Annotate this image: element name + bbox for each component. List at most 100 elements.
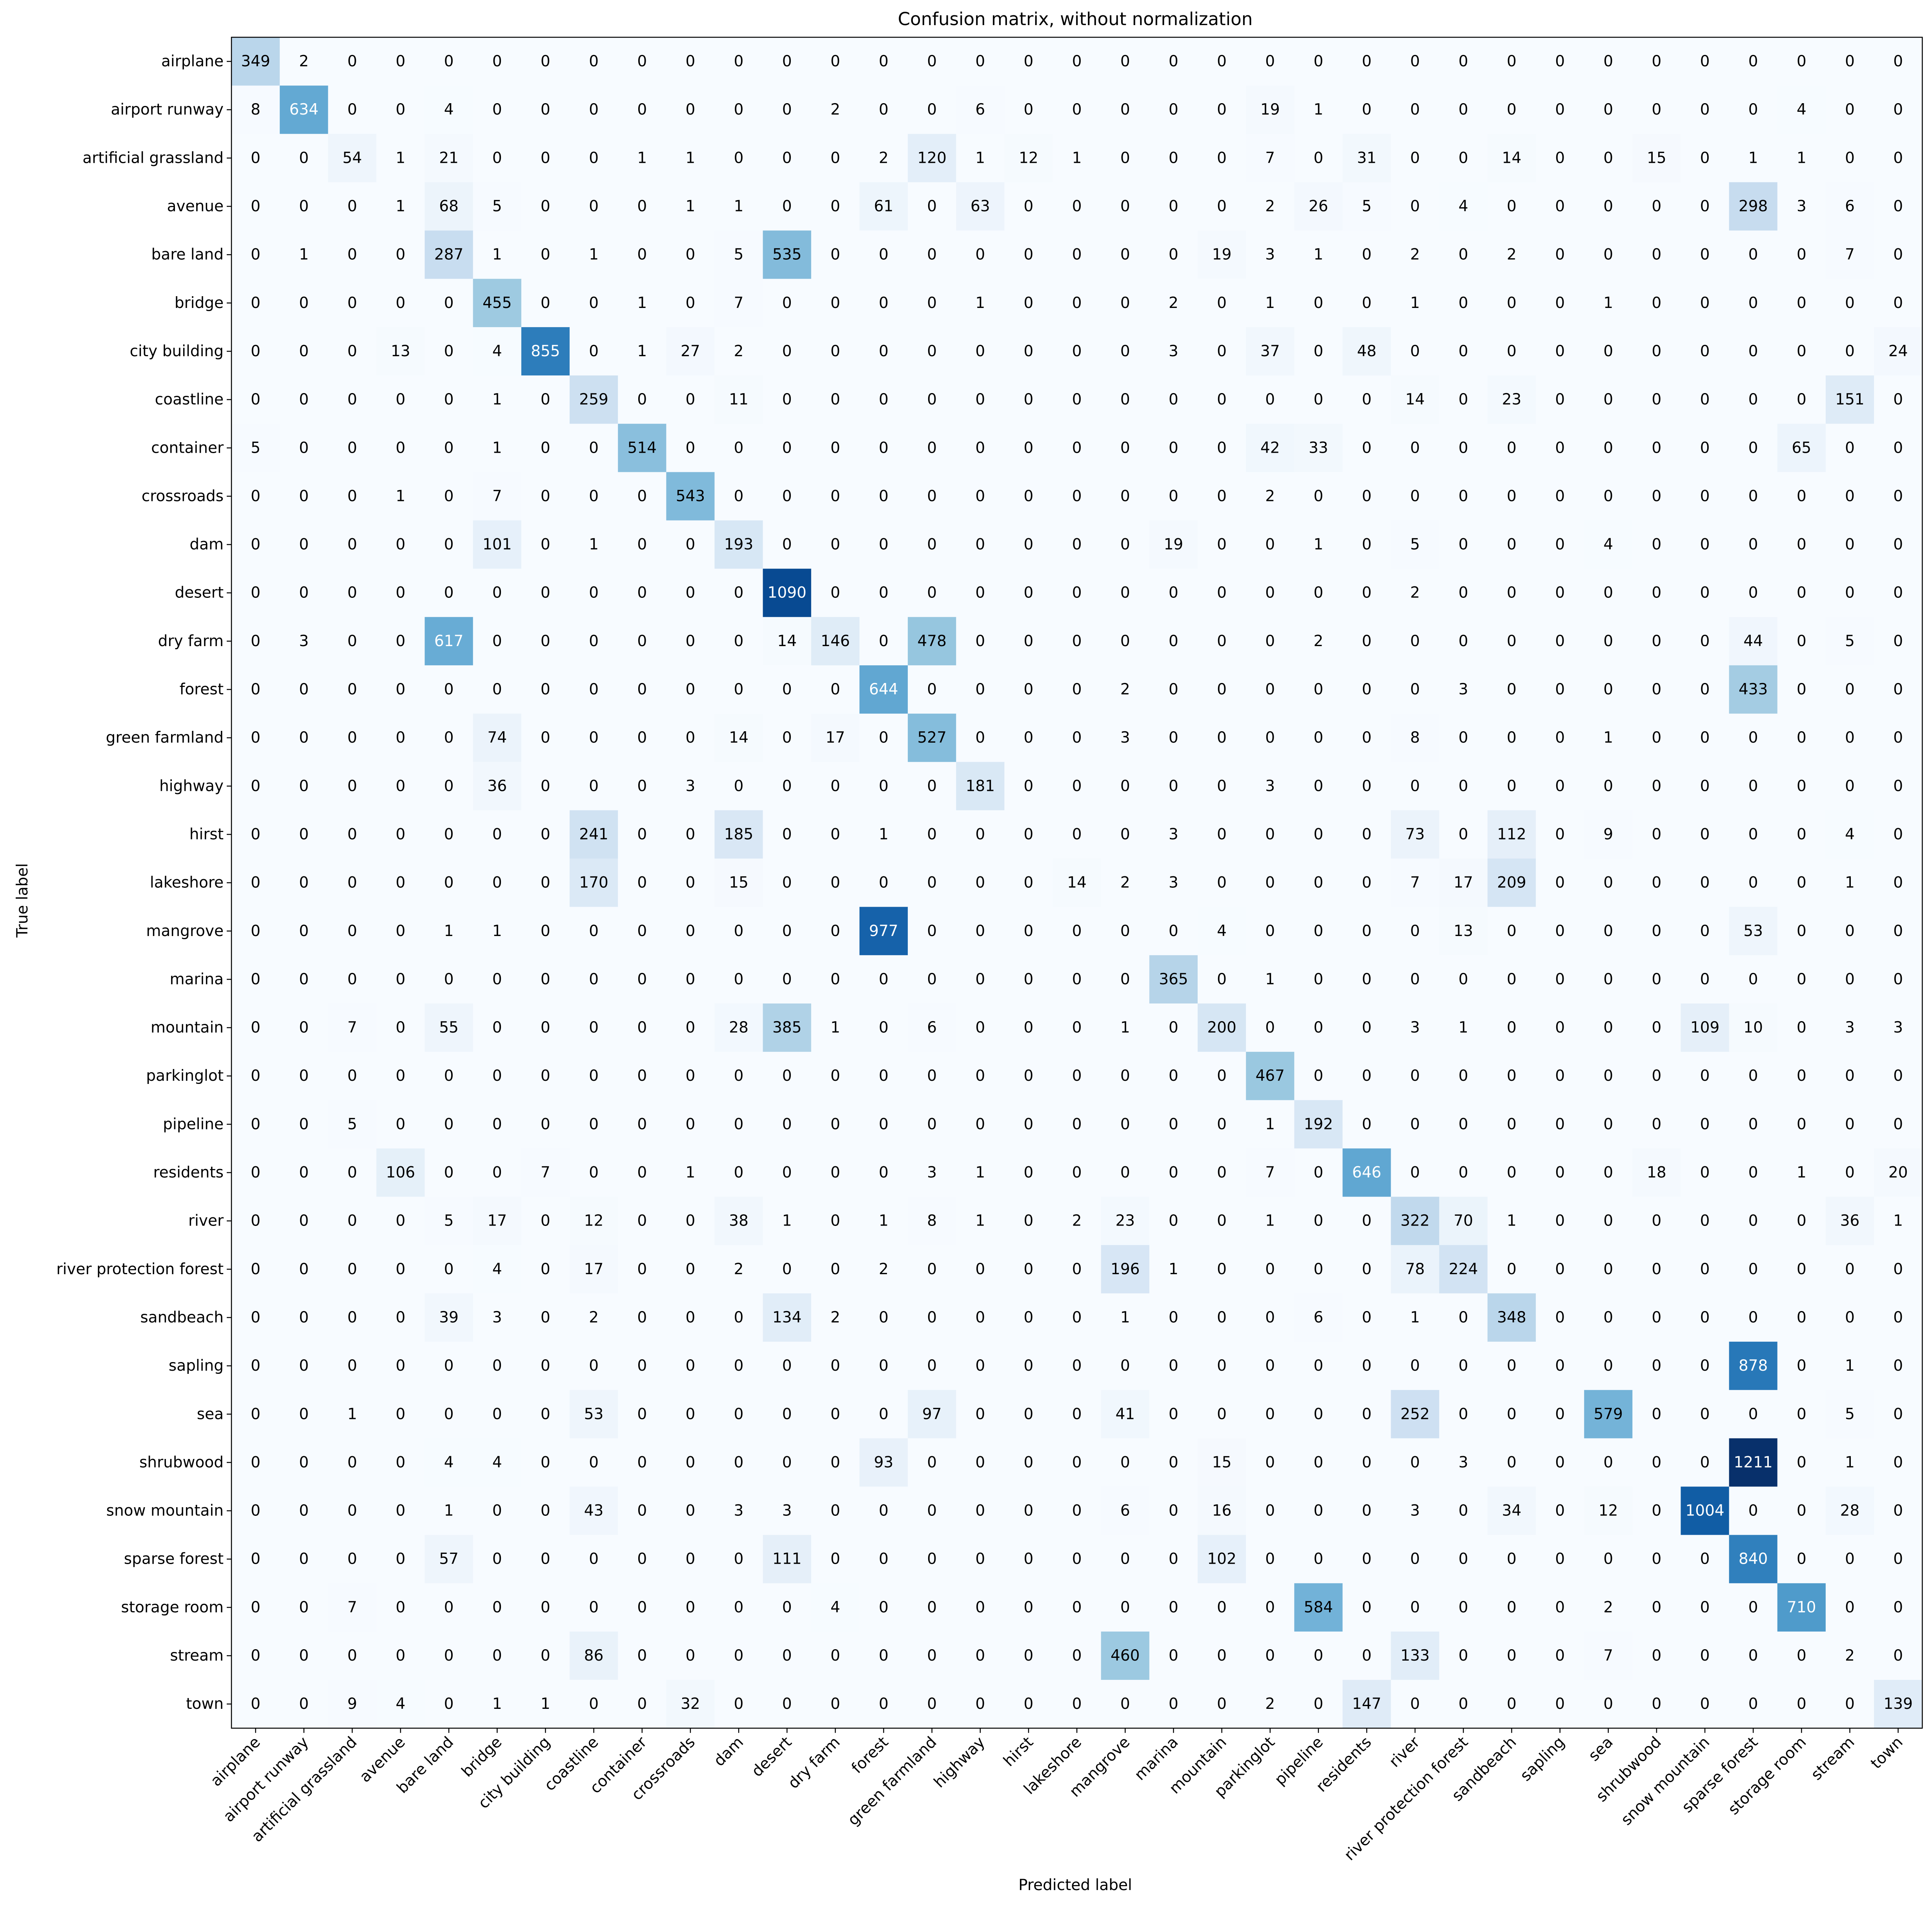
cell-value: 0 (1072, 342, 1082, 360)
heatmap-cell (811, 907, 860, 956)
cell-value: 7 (1410, 874, 1420, 892)
heatmap-cell (1584, 714, 1633, 762)
heatmap-cell (956, 665, 1005, 714)
heatmap-cell (811, 182, 860, 231)
cell-value: 0 (396, 391, 406, 408)
cell-value: 0 (1120, 342, 1130, 360)
heatmap-cell (570, 1245, 618, 1294)
heatmap-cell (1101, 375, 1150, 424)
heatmap-cell (1342, 810, 1391, 859)
cell-value: 0 (734, 1309, 744, 1326)
heatmap-cell (570, 375, 618, 424)
heatmap-cell (280, 182, 328, 231)
cell-value: 0 (1797, 1647, 1806, 1665)
heatmap-cell (1342, 134, 1391, 183)
cell-value: 15 (1212, 1453, 1232, 1471)
cell-value: 0 (444, 1067, 454, 1085)
heatmap-cell (328, 1148, 377, 1197)
cell-value: 0 (1845, 1260, 1855, 1278)
cell-value: 0 (1507, 487, 1517, 505)
cell-value: 0 (589, 53, 599, 70)
cell-value: 0 (347, 584, 357, 602)
cell-value: 0 (782, 1405, 792, 1423)
cell-value: 1 (1507, 1212, 1517, 1230)
heatmap-cell (1294, 1390, 1343, 1439)
heatmap-cell (1052, 1245, 1102, 1294)
cell-value: 0 (1459, 1164, 1468, 1182)
cell-value: 55 (439, 1019, 459, 1036)
heatmap-cell (280, 1486, 328, 1535)
heatmap-cell (328, 907, 377, 956)
cell-value: 0 (782, 825, 792, 843)
cell-value: 0 (1555, 536, 1565, 554)
cell-value: 0 (1893, 149, 1903, 167)
cell-value: 0 (1120, 1164, 1130, 1182)
cell-value: 0 (1459, 1067, 1468, 1085)
heatmap-cell (956, 134, 1005, 183)
heatmap-cell (1246, 1390, 1295, 1439)
cell-value: 0 (299, 1019, 309, 1036)
cell-value: 0 (1700, 342, 1710, 360)
heatmap-cell (1487, 907, 1536, 956)
cell-value: 0 (589, 198, 599, 215)
heatmap-cell (666, 1245, 715, 1294)
cell-value: 0 (1072, 1502, 1082, 1520)
cell-value: 0 (1024, 391, 1034, 408)
cell-value: 0 (396, 1260, 406, 1278)
heatmap-cell (1246, 955, 1295, 1004)
y-tick-label: mountain (151, 1019, 224, 1036)
cell-value: 0 (541, 1309, 550, 1326)
cell-value: 0 (396, 584, 406, 602)
heatmap-cell (1487, 1245, 1536, 1294)
cell-value: 0 (686, 681, 696, 698)
cell-value: 2 (879, 1260, 889, 1278)
cell-value: 0 (1845, 536, 1855, 554)
cell-value: 0 (1555, 1309, 1565, 1326)
heatmap-cell (811, 1486, 860, 1535)
heatmap-cell (424, 1100, 473, 1149)
heatmap-cell (666, 568, 715, 617)
cell-value: 0 (1797, 1405, 1806, 1423)
heatmap-cell (1439, 37, 1488, 86)
cell-value: 0 (444, 729, 454, 747)
cell-value: 0 (734, 1357, 744, 1375)
cell-value: 0 (1362, 777, 1372, 795)
cell-value: 0 (251, 1309, 260, 1326)
heatmap-cell (859, 1148, 908, 1197)
cell-value: 0 (541, 1115, 550, 1133)
heatmap-cell (1198, 955, 1246, 1004)
heatmap-cell (1681, 279, 1730, 328)
cell-value: 0 (927, 198, 937, 215)
heatmap-cell (1729, 1148, 1778, 1197)
heatmap-cell (1198, 1390, 1246, 1439)
cell-value: 0 (1652, 1357, 1662, 1375)
cell-value: 0 (1072, 1695, 1082, 1713)
cell-value: 0 (1169, 729, 1178, 747)
heatmap-cell (1536, 665, 1584, 714)
heatmap-cell (763, 665, 812, 714)
heatmap-cell (1004, 520, 1053, 569)
cell-value: 0 (1700, 391, 1710, 408)
heatmap-cell (1101, 472, 1150, 521)
heatmap-cell (1825, 1390, 1874, 1439)
cell-value: 7 (1845, 246, 1855, 264)
heatmap-cell (908, 1245, 956, 1294)
heatmap-cell (1052, 472, 1102, 521)
heatmap-cell (763, 472, 812, 521)
cell-value: 0 (1555, 632, 1565, 650)
heatmap-cell (908, 1148, 956, 1197)
cell-value: 3 (1265, 246, 1275, 264)
heatmap-cell (859, 762, 908, 810)
cell-value: 0 (830, 1453, 840, 1471)
heatmap-cell (1149, 858, 1198, 907)
heatmap-cell (1681, 375, 1730, 424)
cell-value: 0 (1217, 391, 1227, 408)
x-axis-label: Predicted label (1018, 1876, 1132, 1894)
heatmap-cell (1632, 279, 1681, 328)
cell-value: 0 (1459, 246, 1468, 264)
cell-value: 0 (541, 681, 550, 698)
cell-value: 3 (1169, 342, 1178, 360)
heatmap-cell (1777, 424, 1826, 472)
cell-value: 1 (1797, 149, 1806, 167)
cell-value: 0 (1555, 149, 1565, 167)
